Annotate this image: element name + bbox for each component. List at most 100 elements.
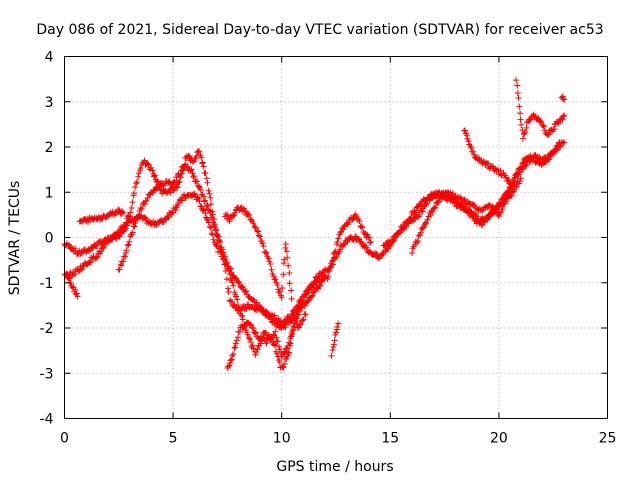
- data-point: [559, 116, 566, 123]
- data-point: [116, 207, 123, 214]
- data-point: [310, 279, 317, 286]
- data-point: [322, 266, 329, 273]
- data-point: [493, 206, 500, 213]
- data-point: [271, 312, 278, 319]
- data-point: [300, 316, 307, 323]
- data-point: [245, 335, 252, 342]
- data-point: [231, 345, 238, 352]
- chart-title: Day 086 of 2021, Sidereal Day-to-day VTE…: [36, 22, 603, 38]
- data-point: [520, 159, 527, 166]
- data-point: [270, 273, 277, 280]
- data-point: [432, 204, 439, 211]
- data-point: [229, 279, 236, 286]
- data-point: [254, 346, 261, 353]
- data-point: [257, 340, 264, 347]
- data-point: [205, 206, 212, 213]
- data-point: [523, 119, 530, 126]
- data-point: [331, 249, 338, 256]
- data-point: [416, 212, 423, 219]
- data-point: [135, 170, 142, 177]
- data-point: [503, 195, 510, 202]
- data-point: [519, 160, 526, 167]
- data-point: [226, 218, 233, 225]
- data-point: [284, 254, 291, 261]
- data-point: [325, 273, 332, 280]
- data-point: [177, 170, 184, 177]
- data-point: [249, 342, 256, 349]
- data-point: [103, 213, 110, 220]
- y-axis-label: SDTVAR / TECUs: [7, 181, 23, 296]
- data-point: [231, 209, 238, 216]
- data-point: [283, 355, 290, 362]
- data-point: [142, 214, 149, 221]
- data-point: [207, 201, 214, 208]
- data-point: [74, 293, 81, 300]
- data-point: [174, 184, 181, 191]
- data-point: [247, 216, 254, 223]
- data-point: [250, 220, 257, 227]
- data-point: [154, 177, 161, 184]
- data-point: [475, 154, 482, 161]
- data-point: [508, 185, 515, 192]
- data-point: [513, 171, 520, 178]
- data-point: [390, 237, 397, 244]
- data-point: [202, 169, 209, 176]
- data-point: [344, 238, 351, 245]
- data-point: [485, 160, 492, 167]
- data-point: [65, 275, 72, 282]
- data-point: [508, 192, 515, 199]
- data-point: [123, 219, 130, 226]
- data-point: [282, 318, 289, 325]
- data-point: [340, 226, 347, 233]
- data-point: [254, 227, 261, 234]
- data-point: [131, 223, 138, 230]
- data-point: [232, 340, 239, 347]
- data-point: [340, 241, 347, 248]
- data-point: [141, 157, 148, 164]
- data-point: [278, 294, 285, 301]
- data-point: [239, 283, 246, 290]
- data-point: [167, 189, 174, 196]
- data-point: [116, 266, 123, 273]
- data-point: [366, 234, 373, 241]
- data-point: [290, 324, 297, 331]
- data-point: [350, 237, 357, 244]
- data-point: [541, 127, 548, 134]
- data-point: [517, 175, 524, 182]
- data-point: [518, 121, 525, 128]
- data-point: [189, 170, 196, 177]
- data-point: [224, 212, 231, 219]
- data-point: [234, 296, 241, 303]
- data-point: [213, 242, 220, 249]
- data-point: [225, 363, 232, 370]
- data-point: [247, 339, 254, 346]
- data-point: [411, 208, 418, 215]
- y-tick-label: -4: [40, 412, 54, 428]
- data-point: [250, 345, 257, 352]
- data-point: [361, 230, 368, 237]
- data-point: [519, 135, 526, 142]
- data-point: [132, 220, 139, 227]
- data-point: [516, 103, 523, 110]
- data-point: [537, 119, 544, 126]
- data-point: [285, 262, 292, 269]
- data-point: [514, 170, 521, 177]
- data-point: [209, 214, 216, 221]
- data-point: [94, 242, 101, 249]
- data-point: [515, 95, 522, 102]
- data-point: [546, 156, 553, 163]
- data-point: [357, 223, 364, 230]
- data-point: [414, 204, 421, 211]
- y-tick-label: 3: [45, 95, 54, 111]
- data-point: [204, 179, 211, 186]
- data-point: [206, 190, 213, 197]
- data-point: [235, 278, 242, 285]
- data-point: [359, 224, 366, 231]
- data-point: [506, 180, 513, 187]
- data-point: [118, 262, 125, 269]
- data-point: [349, 216, 356, 223]
- data-point: [291, 312, 298, 319]
- data-point: [522, 128, 529, 135]
- data-point: [145, 161, 152, 168]
- data-point: [335, 320, 342, 327]
